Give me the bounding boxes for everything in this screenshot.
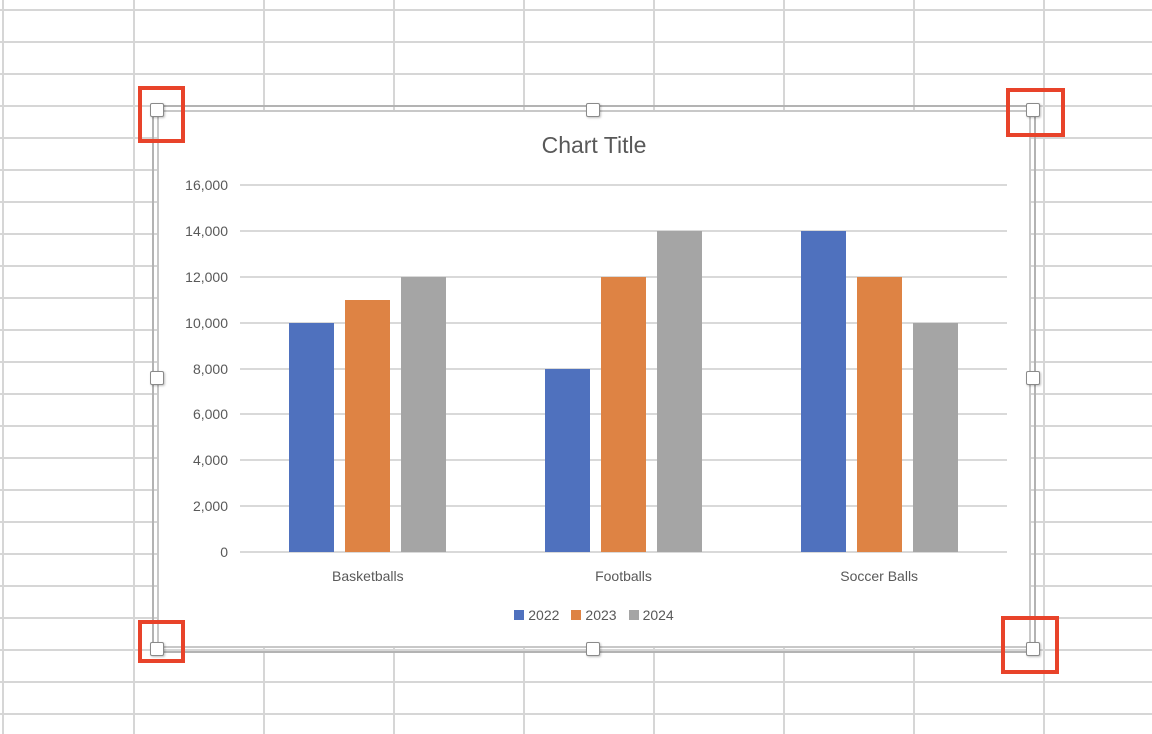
x-axis-category-label: Soccer Balls: [840, 568, 919, 584]
legend-item-2022[interactable]: 2022: [514, 607, 559, 623]
corner-highlight-bottom-left: [138, 620, 185, 663]
legend-swatch-icon: [628, 610, 639, 620]
resize-handle-top-center[interactable]: [586, 103, 600, 117]
x-axis-line: [240, 551, 1007, 553]
corner-highlight-bottom-right: [1001, 616, 1059, 674]
y-axis-tick-label: 10,000: [185, 314, 228, 331]
legend-item-2023[interactable]: 2023: [571, 607, 617, 623]
y-axis-tick-label: 2,000: [192, 498, 228, 515]
y-axis-tick-label: 12,000: [185, 268, 228, 285]
row-gridline: [0, 9, 1152, 11]
legend-swatch-icon: [571, 610, 582, 620]
y-axis-tick-label: 8,000: [192, 360, 228, 377]
y-axis-tick-label: 16,000: [185, 177, 228, 193]
column-gridline: [1043, 0, 1045, 734]
legend-item-2024[interactable]: 2024: [628, 607, 674, 623]
row-gridline: [0, 681, 1152, 683]
resize-handle-top-right[interactable]: [1026, 103, 1040, 117]
resize-handle-top-left[interactable]: [150, 103, 164, 117]
chart-area[interactable]: Chart Title 0 2,000 4,000 6,000 8,000 10,000 1…: [157, 110, 1031, 648]
bar-basketballs-2024[interactable]: [401, 276, 447, 552]
resize-handle-bottom-center[interactable]: [586, 642, 600, 656]
y-axis-tick-label: 14,000: [185, 222, 228, 239]
resize-handle-middle-left[interactable]: [150, 371, 164, 385]
resize-handle-bottom-left[interactable]: [150, 642, 164, 656]
y-axis-tick-label: 4,000: [192, 452, 228, 469]
row-gridline: [0, 41, 1152, 43]
y-gridline: [240, 184, 1007, 186]
y-axis-tick-label: 0: [220, 544, 228, 560]
chart-title[interactable]: Chart Title: [541, 132, 647, 158]
x-axis-category-label: Footballs: [595, 568, 652, 584]
row-gridline: [0, 713, 1152, 715]
legend-swatch-icon: [514, 610, 525, 620]
resize-handle-middle-right[interactable]: [1026, 371, 1040, 385]
legend-label: 2024: [642, 607, 674, 623]
bar-footballs-2022[interactable]: [545, 368, 590, 552]
bar-soccer-balls-2022[interactable]: [800, 230, 846, 552]
column-gridline: [133, 0, 135, 734]
row-gridline: [0, 649, 1152, 651]
bar-footballs-2024[interactable]: [657, 230, 702, 552]
bar-soccer-balls-2023[interactable]: [856, 276, 902, 552]
bar-basketballs-2023[interactable]: [345, 299, 391, 552]
corner-highlight-top-left: [138, 86, 185, 143]
x-axis-category-label: Basketballs: [332, 568, 404, 584]
legend-label: 2022: [528, 607, 560, 623]
column-gridline: [2, 0, 4, 734]
y-gridline: [240, 229, 1007, 232]
bar-soccer-balls-2024[interactable]: [912, 322, 958, 552]
resize-handle-bottom-right[interactable]: [1026, 642, 1040, 656]
chart-legend[interactable]: 2022 2023 2024: [159, 607, 1029, 623]
corner-highlight-top-right: [1006, 88, 1065, 137]
row-gridline: [0, 73, 1152, 75]
bar-footballs-2023[interactable]: [601, 276, 646, 552]
y-axis-tick-label: 6,000: [192, 406, 228, 423]
bar-basketballs-2022[interactable]: [289, 322, 335, 552]
legend-label: 2023: [585, 607, 617, 623]
